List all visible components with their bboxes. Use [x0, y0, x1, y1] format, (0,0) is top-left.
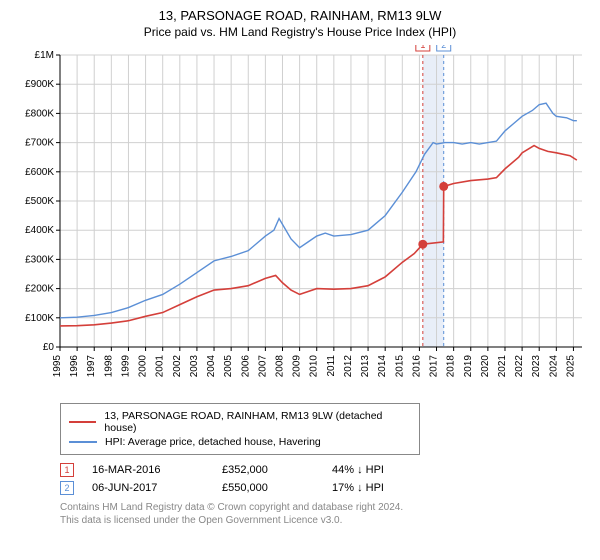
- svg-text:£1M: £1M: [35, 50, 54, 61]
- svg-text:2019: 2019: [463, 355, 474, 378]
- legend-swatch-property: [69, 421, 96, 423]
- svg-text:2003: 2003: [189, 355, 200, 378]
- svg-text:2004: 2004: [206, 355, 217, 378]
- svg-text:2: 2: [441, 45, 446, 50]
- svg-text:£700K: £700K: [25, 138, 54, 149]
- svg-text:2006: 2006: [240, 355, 251, 378]
- svg-text:£600K: £600K: [25, 167, 54, 178]
- svg-text:2017: 2017: [429, 355, 440, 378]
- svg-text:2018: 2018: [446, 355, 457, 378]
- svg-text:1998: 1998: [103, 355, 114, 378]
- legend-swatch-hpi: [69, 441, 97, 443]
- svg-text:1997: 1997: [86, 355, 97, 378]
- svg-text:2016: 2016: [411, 355, 422, 378]
- sale-diff-2: 17% ↓ HPI: [332, 482, 442, 494]
- svg-text:£500K: £500K: [25, 196, 54, 207]
- svg-text:2025: 2025: [565, 355, 576, 378]
- svg-text:2023: 2023: [531, 355, 542, 378]
- page-subtitle: Price paid vs. HM Land Registry's House …: [12, 25, 588, 39]
- sale-marker-1: 1: [60, 463, 74, 477]
- svg-text:£300K: £300K: [25, 254, 54, 265]
- svg-text:£800K: £800K: [25, 108, 54, 119]
- legend: 13, PARSONAGE ROAD, RAINHAM, RM13 9LW (d…: [60, 403, 420, 455]
- svg-text:2013: 2013: [360, 355, 371, 378]
- svg-text:£0: £0: [43, 342, 55, 353]
- legend-item-hpi: HPI: Average price, detached house, Have…: [69, 436, 411, 448]
- legend-label-property: 13, PARSONAGE ROAD, RAINHAM, RM13 9LW (d…: [104, 410, 411, 434]
- svg-text:2015: 2015: [394, 355, 405, 378]
- legend-label-hpi: HPI: Average price, detached house, Have…: [105, 436, 321, 448]
- svg-text:2020: 2020: [480, 355, 491, 378]
- svg-text:2009: 2009: [292, 355, 303, 378]
- sale-row-1: 1 16-MAR-2016 £352,000 44% ↓ HPI: [60, 463, 588, 477]
- svg-text:2008: 2008: [274, 355, 285, 378]
- page-title: 13, PARSONAGE ROAD, RAINHAM, RM13 9LW: [12, 8, 588, 23]
- svg-text:2002: 2002: [172, 355, 183, 378]
- footer-line-1: Contains HM Land Registry data © Crown c…: [60, 501, 588, 514]
- sale-diff-1: 44% ↓ HPI: [332, 464, 442, 476]
- svg-text:2021: 2021: [497, 355, 508, 378]
- sale-price-2: £550,000: [222, 482, 332, 494]
- svg-text:2000: 2000: [138, 355, 149, 378]
- svg-text:2001: 2001: [155, 355, 166, 378]
- page-container: 13, PARSONAGE ROAD, RAINHAM, RM13 9LW Pr…: [0, 0, 600, 560]
- svg-text:1996: 1996: [69, 355, 80, 378]
- footer: Contains HM Land Registry data © Crown c…: [60, 501, 588, 527]
- svg-text:2007: 2007: [257, 355, 268, 378]
- sale-row-2: 2 06-JUN-2017 £550,000 17% ↓ HPI: [60, 481, 588, 495]
- sale-marker-2: 2: [60, 481, 74, 495]
- sales-table: 1 16-MAR-2016 £352,000 44% ↓ HPI 2 06-JU…: [60, 463, 588, 495]
- svg-text:2005: 2005: [223, 355, 234, 378]
- svg-text:£400K: £400K: [25, 225, 54, 236]
- svg-text:2010: 2010: [309, 355, 320, 378]
- svg-text:2014: 2014: [377, 355, 388, 378]
- svg-text:1995: 1995: [52, 355, 63, 378]
- footer-line-2: This data is licensed under the Open Gov…: [60, 514, 588, 527]
- sale-date-2: 06-JUN-2017: [92, 482, 222, 494]
- svg-text:2022: 2022: [514, 355, 525, 378]
- svg-text:£100K: £100K: [25, 313, 54, 324]
- legend-item-property: 13, PARSONAGE ROAD, RAINHAM, RM13 9LW (d…: [69, 410, 411, 434]
- sale-date-1: 16-MAR-2016: [92, 464, 222, 476]
- svg-text:2011: 2011: [326, 355, 337, 377]
- sale-price-1: £352,000: [222, 464, 332, 476]
- price-chart: £0 £100K £200K £300K £400K £500K £600K £700K £80…: [12, 45, 588, 395]
- svg-text:2024: 2024: [548, 355, 559, 378]
- svg-text:£900K: £900K: [25, 79, 54, 90]
- svg-text:1: 1: [420, 45, 425, 50]
- svg-text:£200K: £200K: [25, 284, 54, 295]
- svg-text:1999: 1999: [120, 355, 131, 378]
- svg-text:2012: 2012: [343, 355, 354, 378]
